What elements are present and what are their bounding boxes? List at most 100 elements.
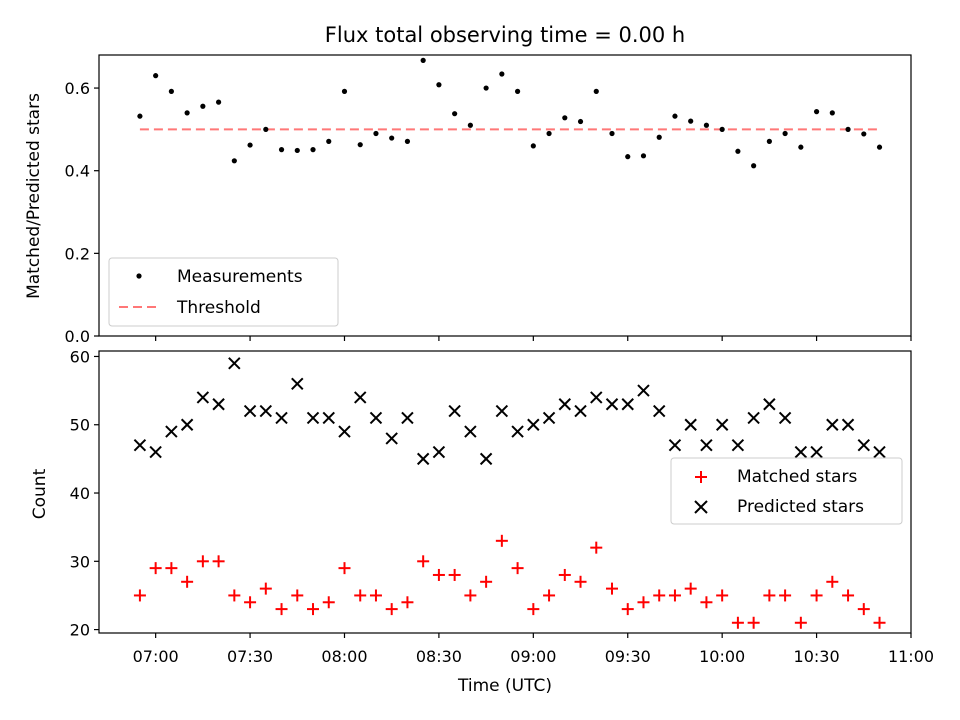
predicted-stars-points xyxy=(133,357,886,466)
bottom-x-tick-label: 07:00 xyxy=(133,647,179,666)
predicted-star-point xyxy=(275,411,288,425)
matched-star-point xyxy=(590,541,603,554)
predicted-star-point xyxy=(416,452,430,466)
matched-star-point xyxy=(826,575,839,588)
matched-star-point xyxy=(432,568,445,581)
matched-star-point xyxy=(196,555,209,568)
predicted-star-point xyxy=(432,445,446,459)
predicted-star-point xyxy=(385,432,398,445)
matched-star-point xyxy=(495,534,508,547)
predicted-star-point xyxy=(196,391,210,404)
predicted-star-point xyxy=(778,411,792,425)
legend-threshold-label: Threshold xyxy=(176,298,261,318)
matched-star-point xyxy=(873,616,886,629)
matched-star-point xyxy=(480,575,493,588)
measurement-point xyxy=(137,113,143,119)
predicted-star-point xyxy=(495,404,509,418)
predicted-star-point xyxy=(149,445,162,459)
matched-star-point xyxy=(606,582,619,595)
predicted-star-point xyxy=(558,398,572,411)
top-plot-frame xyxy=(98,54,912,337)
predicted-star-point xyxy=(243,404,257,418)
measurement-point xyxy=(168,88,174,94)
predicted-star-point xyxy=(369,411,383,425)
predicted-star-point xyxy=(165,425,178,438)
measurement-point xyxy=(467,122,473,128)
predicted-star-point xyxy=(306,411,320,425)
predicted-star-point xyxy=(857,439,870,452)
predicted-star-point xyxy=(542,411,556,425)
measurement-point xyxy=(640,153,647,159)
measurement-point xyxy=(593,88,599,94)
predicted-star-point xyxy=(322,411,335,425)
matched-star-point xyxy=(700,596,713,609)
bottom-x-tick-label: 10:30 xyxy=(794,647,840,666)
measurement-point xyxy=(153,73,159,79)
predicted-star-point xyxy=(715,418,729,431)
measurement-point xyxy=(719,126,725,132)
measurement-point xyxy=(373,130,379,137)
matched-star-point xyxy=(637,596,650,609)
measurement-point xyxy=(341,88,348,94)
measurement-point xyxy=(656,134,662,140)
predicted-star-point xyxy=(212,398,225,411)
predicted-star-point xyxy=(180,418,194,431)
predicted-star-point xyxy=(590,391,603,404)
matched-star-point xyxy=(417,555,430,568)
measurement-point xyxy=(562,115,568,121)
predicted-star-point xyxy=(354,391,367,404)
bottom-legend: Matched stars Predicted stars xyxy=(670,457,903,525)
predicted-star-point xyxy=(810,445,823,459)
bottom-y-tick-label: 60 xyxy=(70,347,90,366)
measurement-point xyxy=(420,57,426,63)
legend-predicted-label: Predicted stars xyxy=(737,497,864,517)
top-y-tick-label: 0.6 xyxy=(65,79,90,98)
matched-star-point xyxy=(275,603,288,616)
top-y-ticks: 0.0 0.2 0.4 0.6 xyxy=(65,79,99,346)
measurement-point xyxy=(688,118,694,124)
predicted-star-point xyxy=(826,418,839,431)
matched-star-point xyxy=(842,589,855,602)
matched-star-point xyxy=(763,589,776,602)
measurement-point xyxy=(436,82,442,88)
predicted-star-point xyxy=(794,445,808,459)
matched-star-point xyxy=(779,589,792,602)
matched-star-point xyxy=(716,589,729,602)
matched-star-point xyxy=(653,589,666,602)
measurement-point xyxy=(782,130,788,137)
matched-star-point xyxy=(181,575,194,588)
top-y-tick-label: 0.0 xyxy=(65,327,90,346)
matched-star-point xyxy=(747,616,760,629)
predicted-star-point xyxy=(133,439,147,452)
measurement-point xyxy=(310,147,316,153)
bottom-legend-box xyxy=(670,457,903,525)
matched-star-point xyxy=(543,589,556,602)
matched-star-point xyxy=(857,603,870,616)
legend-measurements-label: Measurements xyxy=(177,267,303,287)
measurement-point xyxy=(861,131,867,137)
matched-star-point xyxy=(558,568,571,581)
predicted-star-point xyxy=(637,384,650,397)
measurement-point xyxy=(703,122,710,128)
measurement-point xyxy=(845,126,851,132)
bottom-x-tick-label: 09:00 xyxy=(510,647,556,666)
measurement-point xyxy=(294,147,300,154)
bottom-x-axis-label: Time (UTC) xyxy=(457,676,552,696)
matched-star-point xyxy=(291,589,304,602)
measurement-point xyxy=(263,126,269,132)
matched-star-point xyxy=(212,555,225,568)
matched-star-point xyxy=(464,589,477,602)
matched-star-point xyxy=(133,589,146,602)
predicted-star-point xyxy=(228,357,241,370)
measurement-point xyxy=(452,111,458,117)
matched-star-point xyxy=(794,616,807,629)
predicted-star-point xyxy=(668,439,682,452)
matched-star-point xyxy=(810,589,823,602)
predicted-star-point xyxy=(464,425,477,438)
predicted-star-point xyxy=(700,439,713,452)
measurement-point xyxy=(876,144,883,150)
bottom-x-ticks: 07:00 07:30 08:00 08:30 09:00 09:30 10:00 10:30… xyxy=(133,633,934,666)
matched-star-point xyxy=(621,603,634,616)
predicted-star-point xyxy=(841,418,855,431)
top-chart-title: Flux total observing time = 0.00 h xyxy=(325,23,685,47)
